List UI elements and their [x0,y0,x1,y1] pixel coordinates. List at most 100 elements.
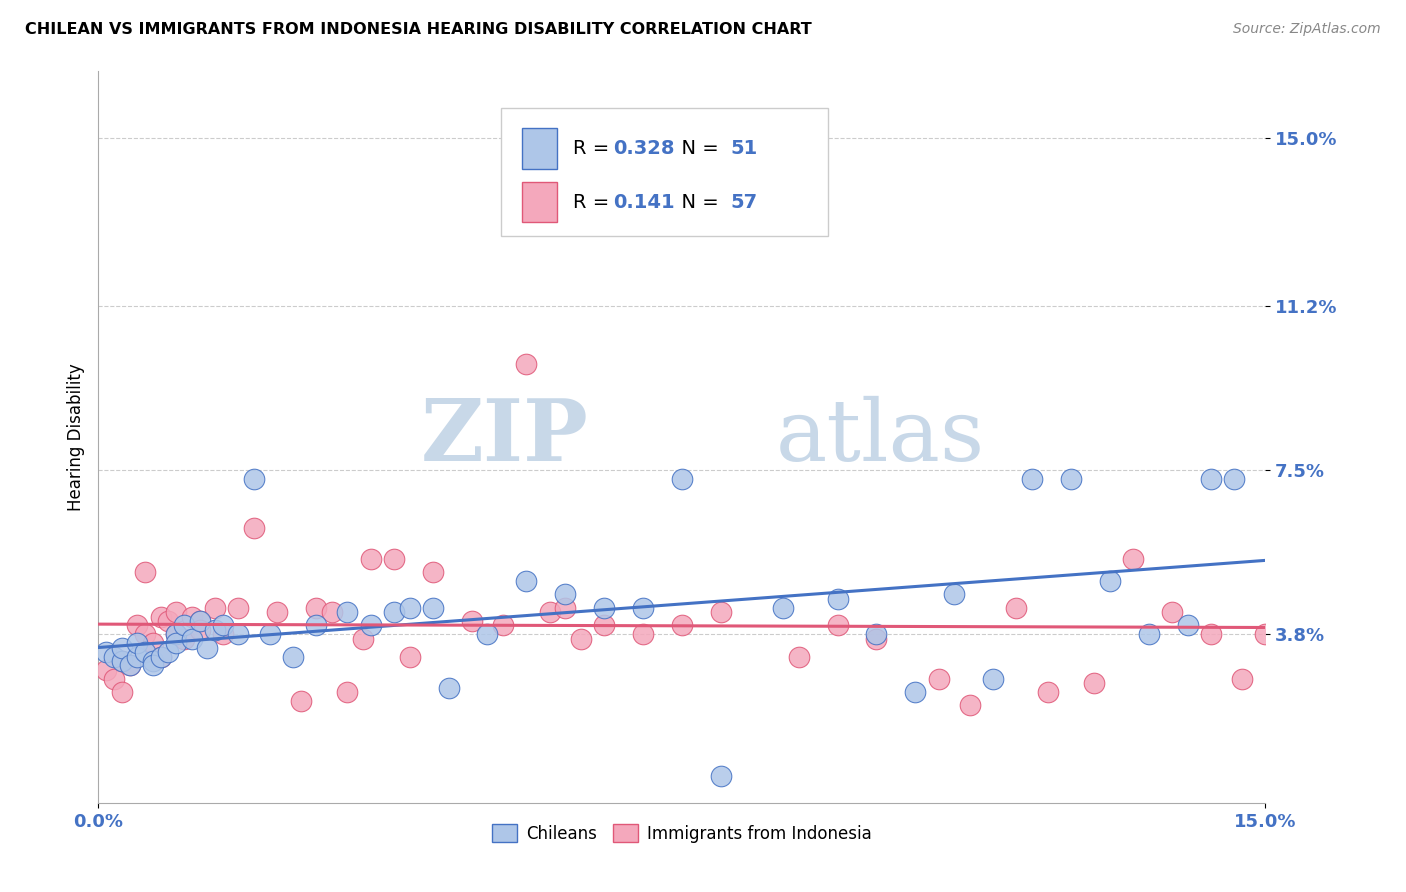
Point [554,600,576,615]
Point [305,600,328,615]
Point [1098,574,1121,589]
Point [149,649,172,664]
FancyBboxPatch shape [522,128,557,169]
Point [118,658,141,673]
Text: CHILEAN VS IMMIGRANTS FROM INDONESIA HEARING DISABILITY CORRELATION CHART: CHILEAN VS IMMIGRANTS FROM INDONESIA HEA… [25,22,813,37]
Point [538,605,561,619]
Point [142,636,165,650]
Point [165,636,187,650]
Point [165,627,187,641]
Point [127,636,149,650]
Point [281,649,304,664]
Point [180,609,202,624]
Point [204,600,226,615]
Point [1036,685,1059,699]
Text: 0.328: 0.328 [613,139,675,159]
Point [422,566,444,580]
Point [382,605,405,619]
Text: atlas: atlas [775,395,984,479]
Point [981,672,1004,686]
Y-axis label: Hearing Disability: Hearing Disability [66,363,84,511]
Point [1137,627,1160,641]
Point [134,645,156,659]
Point [195,640,218,655]
Text: N =: N = [669,139,725,159]
Point [477,627,499,641]
Text: Source: ZipAtlas.com: Source: ZipAtlas.com [1233,22,1381,37]
Point [515,357,537,371]
Point [149,649,172,664]
Point [1199,472,1222,486]
Point [212,627,235,641]
Text: R =: R = [574,139,616,159]
Point [1177,618,1199,632]
Text: 0.141: 0.141 [613,193,675,211]
Point [382,552,405,566]
Point [127,649,149,664]
Point [1083,676,1105,690]
Point [243,472,266,486]
Point [1122,552,1144,566]
Point [127,618,149,632]
Point [290,694,312,708]
Point [437,681,460,695]
Point [772,600,794,615]
Point [142,654,165,668]
Point [336,605,359,619]
Point [904,685,927,699]
Legend: Chileans, Immigrants from Indonesia: Chileans, Immigrants from Indonesia [485,818,879,849]
Point [865,627,887,641]
Point [1005,600,1028,615]
FancyBboxPatch shape [522,182,557,222]
Point [827,618,849,632]
Point [212,618,235,632]
Text: ZIP: ZIP [420,395,589,479]
Text: R =: R = [574,193,616,211]
Point [103,672,125,686]
Point [103,649,125,664]
Point [188,623,211,637]
Point [461,614,484,628]
Point [515,574,537,589]
Point [492,618,515,632]
Point [569,632,592,646]
Point [243,521,266,535]
Point [959,698,981,713]
Point [671,618,693,632]
Point [865,632,887,646]
Text: N =: N = [669,193,725,211]
Point [593,618,616,632]
Point [360,618,382,632]
Point [111,685,134,699]
Point [142,658,165,673]
Point [188,614,211,628]
Point [710,769,733,783]
Point [111,654,134,668]
Point [204,623,226,637]
Point [352,632,374,646]
Point [1021,472,1043,486]
Point [266,605,288,619]
Point [321,605,343,619]
Point [118,658,141,673]
Point [928,672,950,686]
Point [228,627,250,641]
Point [943,587,966,601]
Point [360,552,382,566]
Point [554,587,576,601]
Point [336,685,359,699]
Point [631,627,654,641]
Point [671,472,693,486]
Point [1278,596,1301,610]
Point [398,600,420,615]
Point [305,618,328,632]
Point [593,600,616,615]
Point [188,614,211,628]
Point [96,645,118,659]
Point [1060,472,1083,486]
Point [1161,605,1184,619]
Point [228,600,250,615]
Point [134,627,156,641]
Point [96,663,118,677]
Text: 51: 51 [731,139,758,159]
